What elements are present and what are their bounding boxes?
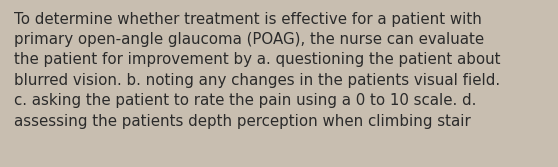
Text: To determine whether treatment is effective for a patient with
primary open-angl: To determine whether treatment is effect… xyxy=(14,12,501,129)
